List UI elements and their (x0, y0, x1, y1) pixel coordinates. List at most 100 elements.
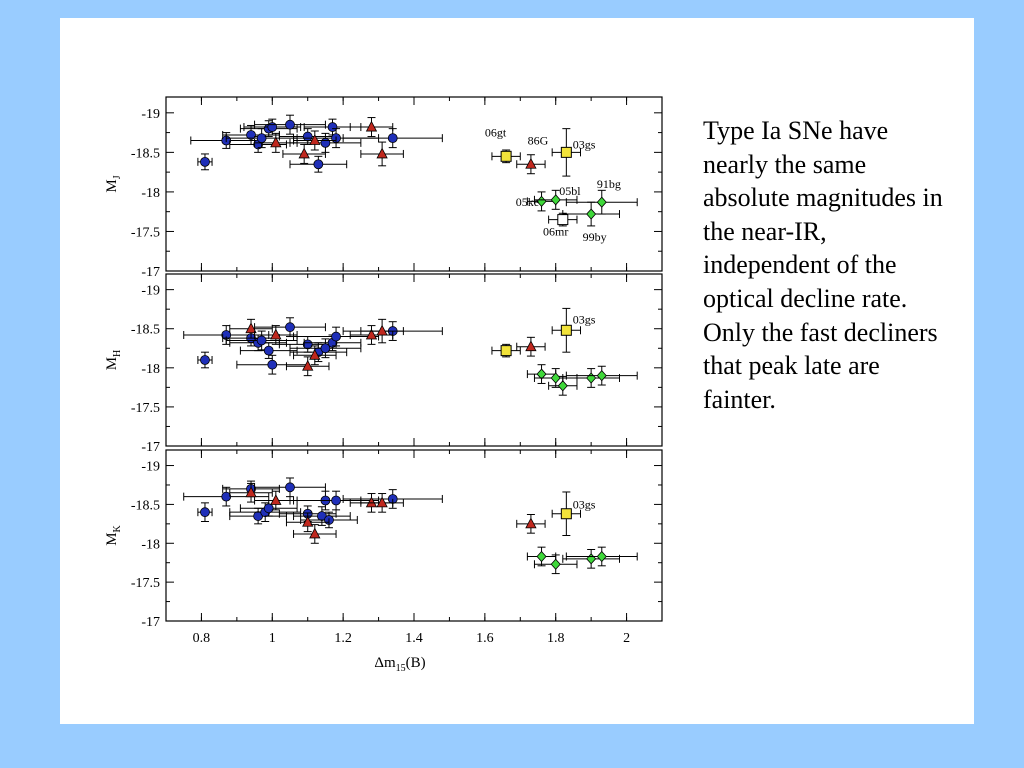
data-point (596, 370, 607, 382)
point-annotation: 91bg (597, 177, 621, 191)
x-axis-label: Δm15(B) (374, 655, 425, 674)
panel-frame (165, 449, 663, 622)
data-point (309, 134, 321, 145)
data-point (309, 527, 321, 539)
point-annotation: 05ke (516, 195, 539, 209)
data-point (536, 368, 547, 380)
x-tick-label: 2 (623, 631, 630, 646)
data-point (245, 322, 257, 334)
data-point (302, 359, 314, 371)
data-point (365, 120, 378, 132)
y-axis-label: MJ (104, 175, 123, 192)
data-point (245, 486, 257, 498)
data-point (500, 150, 512, 162)
data-point (525, 517, 537, 529)
y-tick-label: -18 (141, 537, 160, 552)
data-point (586, 553, 597, 565)
data-point (560, 146, 572, 158)
point-annotation: 86G (528, 133, 549, 147)
data-point (387, 133, 398, 144)
y-tick-label: -18.5 (131, 323, 160, 338)
data-point (263, 345, 274, 356)
data-point (200, 355, 210, 365)
data-point (285, 119, 295, 130)
data-point (557, 214, 569, 226)
data-point (270, 494, 282, 505)
data-point (313, 159, 324, 170)
x-tick-label: 1.2 (334, 631, 352, 646)
data-point (586, 372, 597, 384)
x-tick-label: 1.8 (547, 631, 565, 646)
x-tick-label: 1.4 (405, 631, 423, 646)
chart-figure: -19 -18.5 -18 -17.5 -17 MJ 06gt 86G 03gs 05bl 91bg… (104, 96, 663, 674)
y-axis-label: MK (104, 524, 123, 545)
y-tick-label: -17 (141, 615, 160, 630)
data-point (267, 359, 278, 370)
data-point (560, 508, 572, 520)
y-tick-label: -18.5 (131, 146, 160, 161)
data-point (309, 348, 321, 360)
data-point (376, 147, 388, 159)
data-point (557, 380, 568, 392)
data-point (256, 133, 267, 144)
y-tick-label: -18.5 (131, 498, 160, 513)
data-point (596, 196, 607, 208)
point-annotation: 05bl (559, 184, 581, 198)
data-point (270, 328, 282, 340)
data-point (246, 130, 256, 140)
point-annotation: 06gt (485, 126, 507, 140)
data-point (302, 131, 313, 142)
x-tick-label: 1.6 (476, 631, 494, 646)
x-tick-label: 0.8 (193, 631, 211, 646)
data-point (331, 495, 341, 506)
data-point (525, 157, 537, 169)
data-point (365, 328, 378, 340)
data-point (298, 147, 310, 159)
caption-text: Type Ia SNe have nearly the same absolut… (703, 116, 943, 414)
data-point (331, 331, 341, 342)
y-tick-label: -17.5 (131, 225, 160, 240)
y-tick-label: -17 (141, 440, 160, 455)
point-annotation: 06mr (543, 224, 568, 238)
data-point (376, 324, 388, 336)
data-point (586, 208, 597, 220)
y-tick-label: -18 (141, 186, 160, 201)
point-annotation: 03gs (573, 312, 596, 326)
data-point (560, 324, 572, 336)
y-tick-label: -17.5 (131, 576, 160, 591)
x-tick-label: 1 (269, 631, 276, 646)
data-point (550, 558, 561, 570)
data-point (267, 122, 278, 132)
data-point (285, 322, 295, 333)
y-tick-label: -17.5 (131, 401, 160, 416)
y-tick-label: -19 (141, 284, 160, 299)
data-point (320, 343, 331, 354)
data-point (285, 482, 295, 493)
y-tick-label: -19 (141, 107, 160, 122)
data-point (525, 340, 537, 352)
data-point (256, 335, 267, 346)
point-annotation: 03gs (573, 497, 596, 511)
data-point (221, 491, 232, 502)
data-point (596, 550, 607, 563)
panel-frame (165, 273, 663, 447)
data-point (500, 345, 512, 357)
data-point (320, 137, 331, 148)
data-point (302, 515, 314, 527)
y-tick-label: -18 (141, 362, 160, 377)
y-tick-label: -19 (141, 460, 160, 475)
y-axis-label: MH (104, 350, 123, 371)
point-annotation: 03gs (573, 137, 596, 151)
panel-frame (165, 96, 663, 272)
data-point (302, 339, 313, 350)
data-point (263, 503, 274, 514)
y-tick-label: -17 (141, 265, 160, 280)
data-point (536, 550, 547, 563)
data-point (550, 372, 561, 384)
slide: -19 -18.5 -18 -17.5 -17 MJ 06gt 86G 03gs 05bl 91bg… (60, 18, 974, 724)
data-point (200, 156, 210, 167)
data-point (550, 194, 561, 206)
data-point (376, 496, 388, 508)
data-point (200, 507, 210, 518)
data-point (365, 496, 378, 508)
